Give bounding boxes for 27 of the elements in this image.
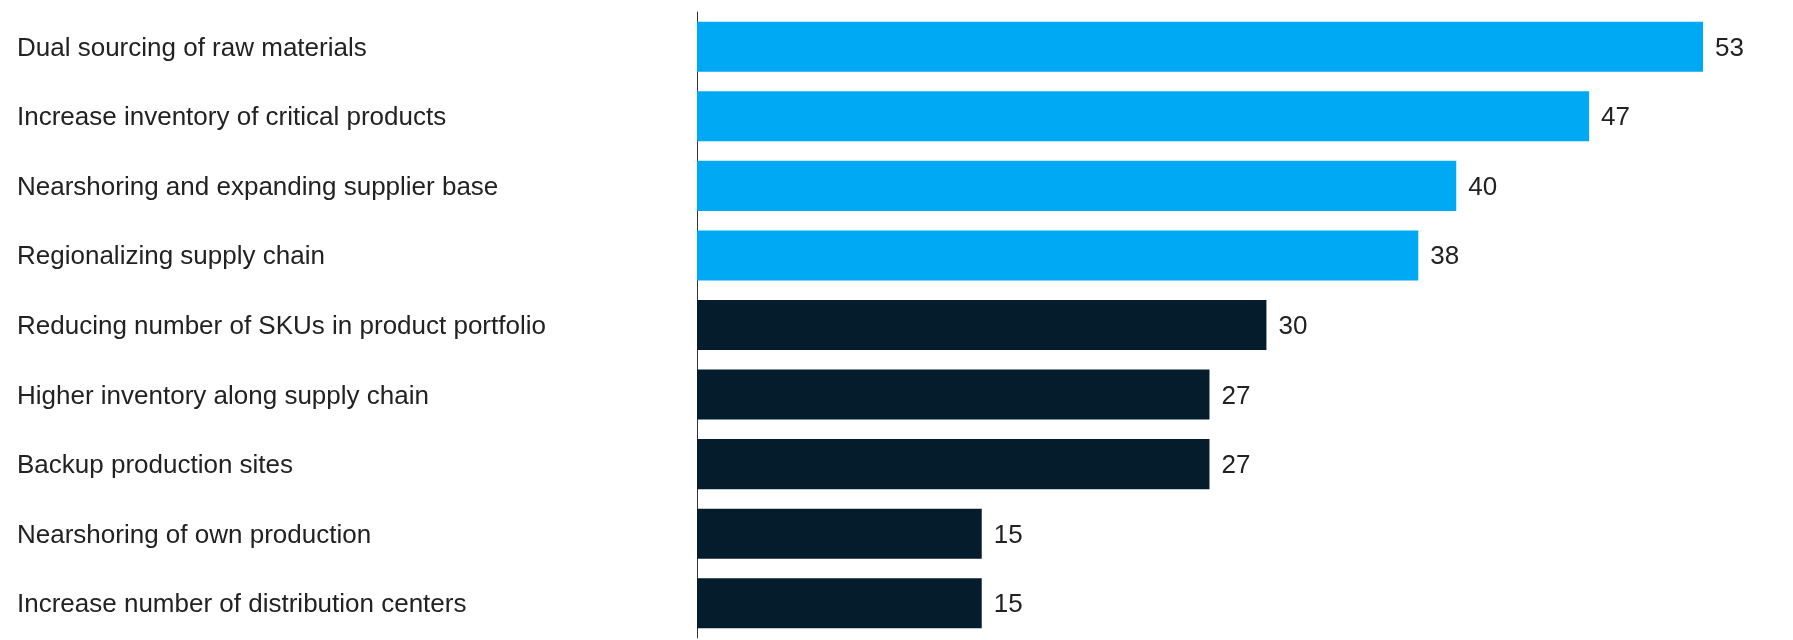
bar xyxy=(697,369,1210,420)
data-label: 40 xyxy=(1468,170,1498,201)
y-tick-label: Increase number of distribution centers xyxy=(17,588,467,619)
data-label: 30 xyxy=(1278,310,1308,340)
y-tick-label: Backup production sites xyxy=(17,449,294,480)
data-label: 53 xyxy=(1715,31,1744,62)
data-label: 47 xyxy=(1601,101,1631,132)
data-label: 15 xyxy=(993,588,1023,619)
bar xyxy=(697,91,1590,142)
y-tick-label: Dual sourcing of raw materials xyxy=(17,31,367,62)
data-label: 38 xyxy=(1430,240,1460,271)
bar xyxy=(697,160,1457,211)
y-tick-label: Regionalizing supply chain xyxy=(17,240,325,271)
data-label: 15 xyxy=(993,518,1023,549)
data-label: 27 xyxy=(1221,379,1251,410)
bar xyxy=(697,230,1419,281)
bar xyxy=(697,508,982,559)
y-tick-label: Nearshoring of own production xyxy=(17,518,372,549)
y-tick-label: Increase inventory of critical products xyxy=(17,101,447,132)
bar xyxy=(697,578,982,629)
bar xyxy=(697,299,1267,351)
y-tick-label: Higher inventory along supply chain xyxy=(17,379,429,410)
data-label: 27 xyxy=(1221,449,1251,480)
y-tick-label: Reducing number of SKUs in product portfolio xyxy=(17,310,546,340)
bar xyxy=(697,21,1703,72)
y-tick-label: Nearshoring and expanding supplier base xyxy=(17,170,499,201)
bar xyxy=(697,439,1210,490)
